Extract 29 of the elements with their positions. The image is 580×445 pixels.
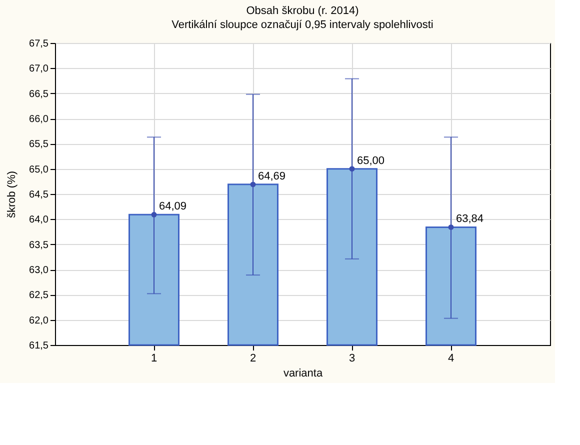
y-tick-label: 66,5: [29, 88, 49, 100]
point: [448, 224, 454, 230]
y-tick-label: 67,5: [29, 38, 49, 50]
y-tick-label: 62,0: [29, 315, 49, 326]
data-label: 64,69: [258, 170, 286, 182]
y-tick-label: 67,0: [29, 64, 49, 75]
y-tick-label: 62,5: [29, 290, 49, 302]
data-label: 65,00: [357, 154, 385, 167]
data-label: 64,09: [159, 200, 187, 213]
y-axis-title: škrob (%): [6, 170, 18, 218]
x-axis-title: varianta: [283, 368, 324, 380]
chart-title: Obsah škrobu (r. 2014): [246, 5, 359, 17]
y-tick-label: 65,5: [29, 139, 49, 150]
x-tick-label: 3: [348, 352, 356, 364]
point: [151, 212, 157, 218]
x-tick-label: 4: [448, 352, 454, 364]
y-tick-label: 65,0: [29, 164, 49, 176]
y-tick-label: 63,0: [29, 265, 49, 276]
data-label: 63,84: [456, 213, 484, 226]
chart-subtitle: Vertikální sloupce označují 0,95 intervaly spolehlivosti: [172, 19, 434, 31]
point: [250, 182, 256, 188]
x-tick-label: 1: [150, 352, 158, 364]
y-tick-label: 64,0: [29, 214, 49, 226]
x-tick-label: 2: [250, 352, 256, 364]
y-tick-label: 66,0: [29, 114, 49, 125]
y-tick-label: 61,5: [29, 340, 49, 352]
y-tick-label: 64,5: [29, 190, 49, 200]
point: [349, 166, 355, 172]
y-tick-label: 63,5: [29, 240, 49, 251]
